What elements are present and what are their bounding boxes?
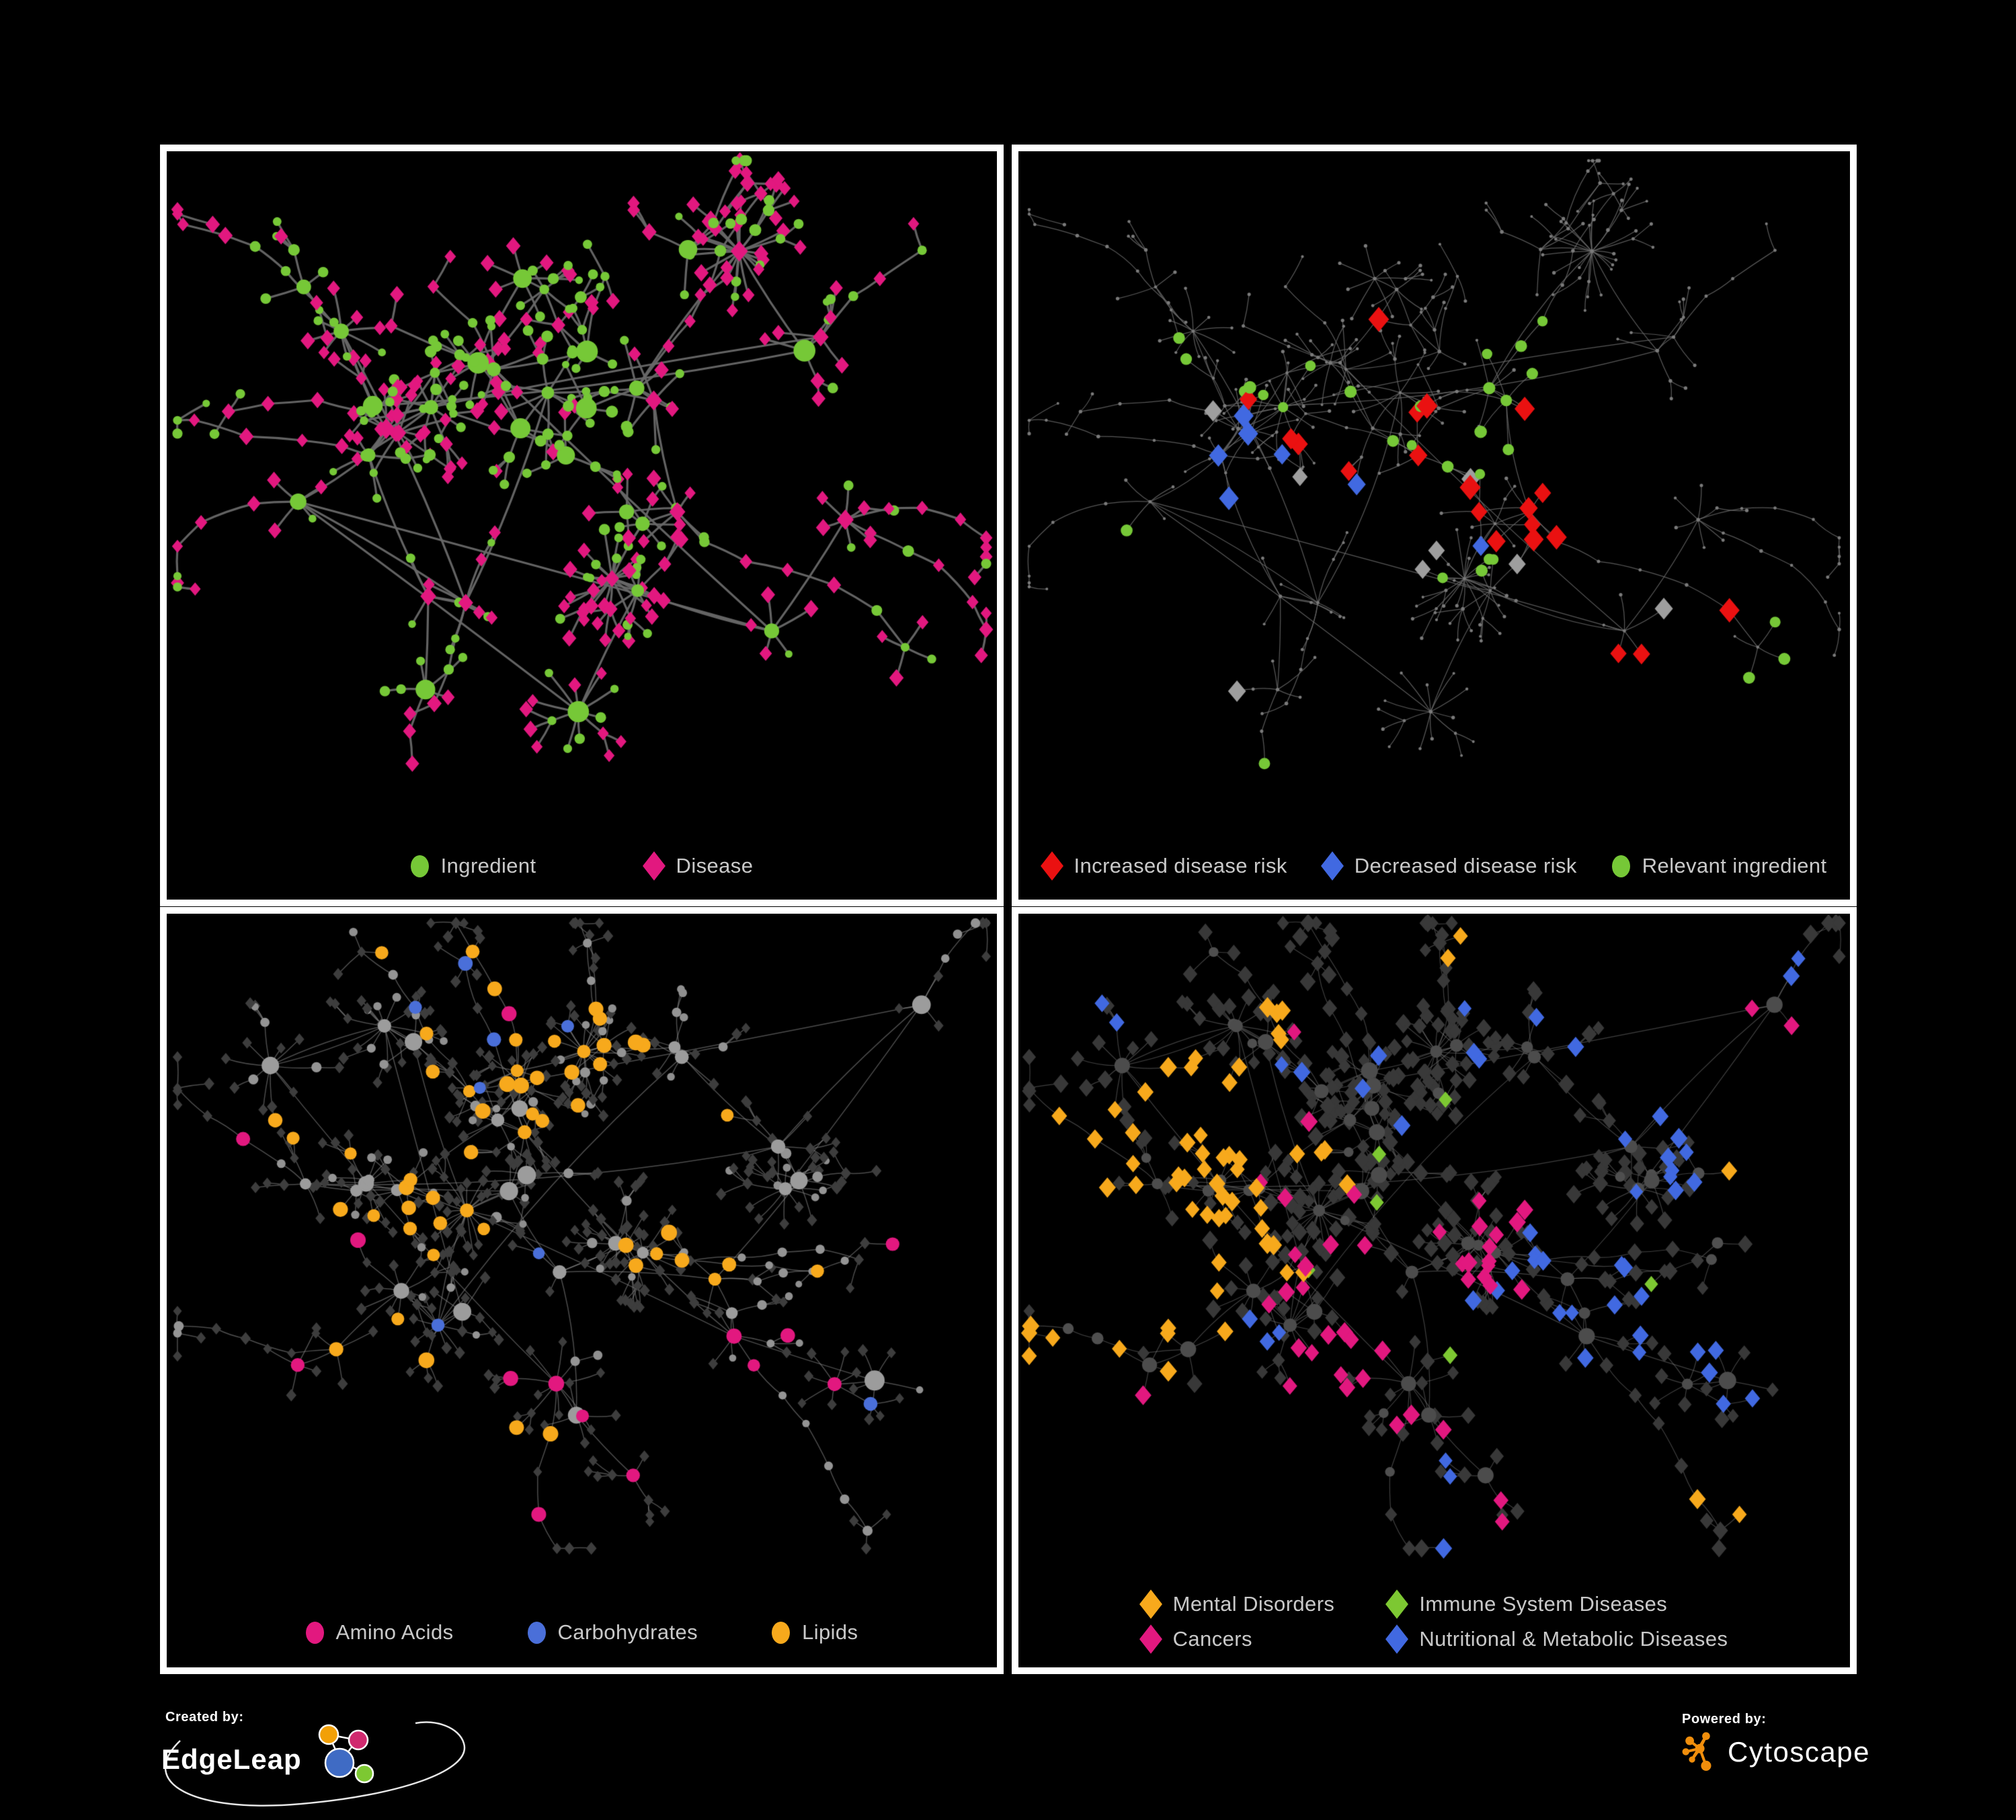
panel-disease-classes: Mental Disorders Immune System Diseases … xyxy=(1012,907,1857,1674)
network-disease-risk xyxy=(1018,151,1850,900)
increased-risk-marker-icon xyxy=(1040,851,1063,881)
amino-acids-marker-icon xyxy=(305,1621,324,1644)
edgeleap-node-blue xyxy=(324,1747,354,1778)
relevant-ingredient-marker-icon xyxy=(1611,855,1630,877)
legend-item-ingredient: Ingredient xyxy=(410,854,536,878)
edgeleap-node-green xyxy=(354,1764,374,1784)
legend-item-increased-risk: Increased disease risk xyxy=(1040,851,1287,881)
edgeleap-logo xyxy=(318,1724,374,1784)
edgeleap-node-pink xyxy=(348,1729,368,1751)
created-by-label: Created by: xyxy=(165,1710,244,1725)
legend-label: Decreased disease risk xyxy=(1354,854,1577,877)
edgeleap-node-orange xyxy=(318,1724,339,1745)
legend-item-relevant-ingredient: Relevant ingredient xyxy=(1611,854,1827,878)
legend-item-nutritional-metabolic: Nutritional & Metabolic Diseases xyxy=(1385,1624,1728,1654)
legend-disease-classes: Mental Disorders Immune System Diseases … xyxy=(1018,1589,1850,1654)
cytoscape-wordmark: Cytoscape xyxy=(1728,1736,1870,1768)
legend-label: Lipids xyxy=(802,1620,858,1644)
panel-ingredient-disease: Ingredient Disease xyxy=(160,145,1004,906)
powered-by-label: Powered by: xyxy=(1682,1712,1767,1727)
legend-item-cancers: Cancers xyxy=(1139,1624,1252,1654)
lipids-marker-icon xyxy=(772,1621,791,1644)
network-nutrient-classes xyxy=(167,914,997,1667)
legend-label: Amino Acids xyxy=(335,1620,454,1644)
cancers-marker-icon xyxy=(1139,1624,1162,1654)
legend-label: Disease xyxy=(676,854,754,877)
legend-label: Mental Disorders xyxy=(1172,1592,1335,1616)
legend-label: Increased disease risk xyxy=(1074,854,1287,877)
immune-diseases-marker-icon xyxy=(1385,1589,1409,1619)
legend-label: Carbohydrates xyxy=(557,1620,698,1644)
legend-label: Relevant ingredient xyxy=(1642,854,1827,877)
ingredient-marker-icon xyxy=(410,855,429,877)
legend-label: Nutritional & Metabolic Diseases xyxy=(1419,1627,1728,1651)
legend-item-immune-diseases: Immune System Diseases xyxy=(1385,1589,1668,1619)
nutritional-metabolic-marker-icon xyxy=(1385,1624,1409,1654)
legend-ingredient-disease: Ingredient Disease xyxy=(167,851,997,881)
cytoscape-credit: Powered by: Cytoscape xyxy=(1682,1712,1924,1799)
legend-label: Ingredient xyxy=(440,854,536,877)
network-disease-classes xyxy=(1018,914,1850,1667)
mental-disorders-marker-icon xyxy=(1139,1589,1162,1619)
panel-disease-risk: Increased disease risk Decreased disease… xyxy=(1012,145,1857,906)
panel-nutrient-classes: Amino Acids Carbohydrates Lipids xyxy=(160,907,1004,1674)
legend-label: Immune System Diseases xyxy=(1419,1592,1668,1616)
legend-item-mental-disorders: Mental Disorders xyxy=(1139,1589,1335,1619)
legend-label: Cancers xyxy=(1172,1627,1252,1651)
legend-item-lipids: Lipids xyxy=(772,1620,858,1645)
decreased-risk-marker-icon xyxy=(1320,851,1344,881)
network-ingredient-disease xyxy=(167,151,997,900)
disease-marker-icon xyxy=(642,851,666,881)
legend-item-decreased-risk: Decreased disease risk xyxy=(1320,851,1577,881)
edgeleap-wordmark: EdgeLeap xyxy=(161,1743,302,1775)
legend-item-carbohydrates: Carbohydrates xyxy=(527,1620,698,1645)
legend-nutrient-classes: Amino Acids Carbohydrates Lipids xyxy=(167,1620,997,1645)
edgeleap-credit: Created by: EdgeLeap xyxy=(161,1710,538,1817)
cytoscape-logo xyxy=(1682,1732,1711,1771)
legend-disease-risk: Increased disease risk Decreased disease… xyxy=(1018,851,1850,881)
carbohydrates-marker-icon xyxy=(527,1621,546,1644)
legend-item-amino-acids: Amino Acids xyxy=(305,1620,454,1645)
legend-item-disease: Disease xyxy=(642,851,754,881)
